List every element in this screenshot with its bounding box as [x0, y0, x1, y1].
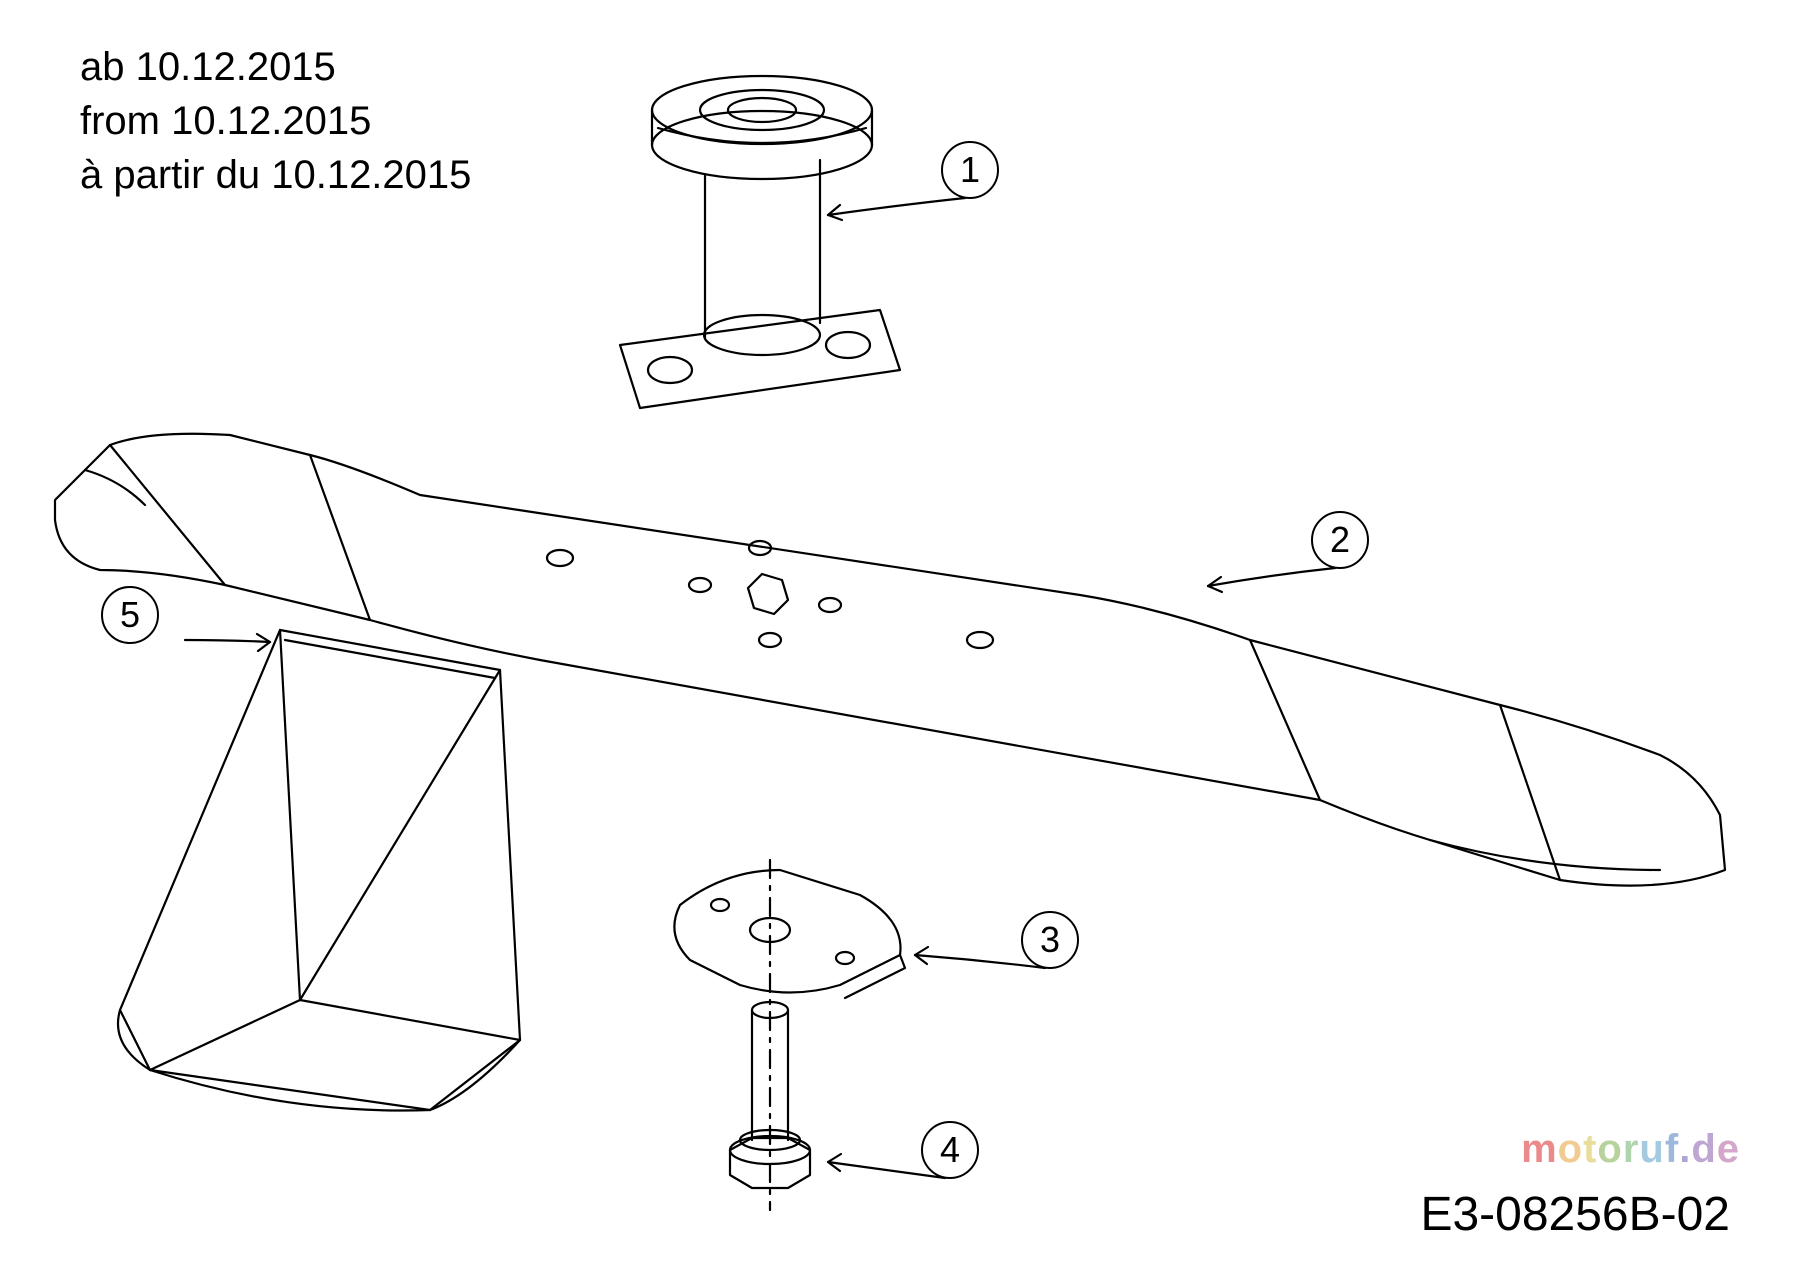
part-blade-adapter — [620, 76, 900, 408]
date-line-fr: à partir du 10.12.2015 — [80, 148, 471, 202]
callout-5: 5 — [101, 586, 159, 644]
callout-1-label: 1 — [960, 149, 980, 191]
callout-leaders — [185, 198, 1335, 1178]
callout-1: 1 — [941, 141, 999, 199]
date-line-de: ab 10.12.2015 — [80, 40, 471, 94]
callout-2: 2 — [1311, 511, 1369, 569]
effective-date-block: ab 10.12.2015 from 10.12.2015 à partir d… — [80, 40, 471, 202]
watermark: motoruf.de — [1521, 1127, 1740, 1172]
callout-4-label: 4 — [940, 1129, 960, 1171]
drawing-number: E3-08256B-02 — [1420, 1187, 1730, 1242]
date-line-en: from 10.12.2015 — [80, 94, 471, 148]
part-blade-support — [674, 870, 905, 998]
part-mulch-plug — [118, 630, 520, 1111]
callout-3-label: 3 — [1040, 919, 1060, 961]
callout-4: 4 — [921, 1121, 979, 1179]
part-cutting-blade — [55, 434, 1725, 886]
callout-5-label: 5 — [120, 594, 140, 636]
callout-3: 3 — [1021, 911, 1079, 969]
callout-2-label: 2 — [1330, 519, 1350, 561]
diagram-stage: ab 10.12.2015 from 10.12.2015 à partir d… — [0, 0, 1800, 1272]
